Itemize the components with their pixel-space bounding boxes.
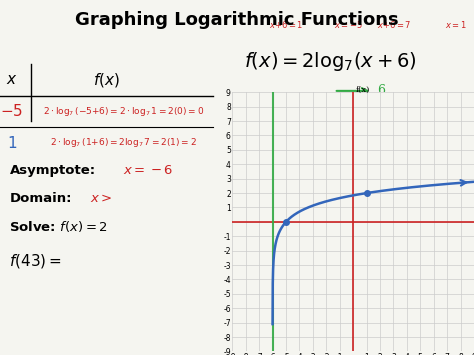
Text: $f(x)$: $f(x)$: [93, 71, 120, 89]
Text: $f(43)=$: $f(43)=$: [9, 252, 62, 270]
Text: Domain:: Domain:: [9, 192, 72, 205]
Text: f(x): f(x): [356, 86, 370, 93]
Text: Asymptote:: Asymptote:: [9, 164, 96, 177]
Text: 6: 6: [377, 84, 385, 97]
Text: Solve: $f(x)=2$: Solve: $f(x)=2$: [9, 219, 109, 234]
Text: $x=-6$: $x=-6$: [123, 164, 173, 177]
Text: $x{=}1$: $x{=}1$: [445, 19, 467, 30]
Text: $-5$: $-5$: [0, 103, 23, 119]
Text: $f(x)=2\log_7\!\left(x+6\right)$: $f(x)=2\log_7\!\left(x+6\right)$: [245, 50, 417, 72]
Text: $x{+}6{=}1$: $x{+}6{=}1$: [268, 19, 303, 30]
Text: $x>$: $x>$: [90, 192, 112, 205]
Text: $x{=}{-}5$: $x{=}{-}5$: [334, 19, 363, 30]
Text: $x{+}6{=}7$: $x{+}6{=}7$: [377, 19, 412, 30]
Text: $1$: $1$: [7, 135, 17, 151]
Text: Graphing Logarithmic Functions: Graphing Logarithmic Functions: [75, 11, 399, 29]
Text: $2\cdot\log_7(-5{+}6)=2\cdot\log_71=2(0){=}0$: $2\cdot\log_7(-5{+}6)=2\cdot\log_71=2(0)…: [43, 105, 204, 118]
Text: $2\cdot\log_7(1{+}6)=2\log_77=2(1){=}2$: $2\cdot\log_7(1{+}6)=2\log_77=2(1){=}2$: [50, 136, 197, 149]
Text: $x$: $x$: [6, 73, 18, 87]
